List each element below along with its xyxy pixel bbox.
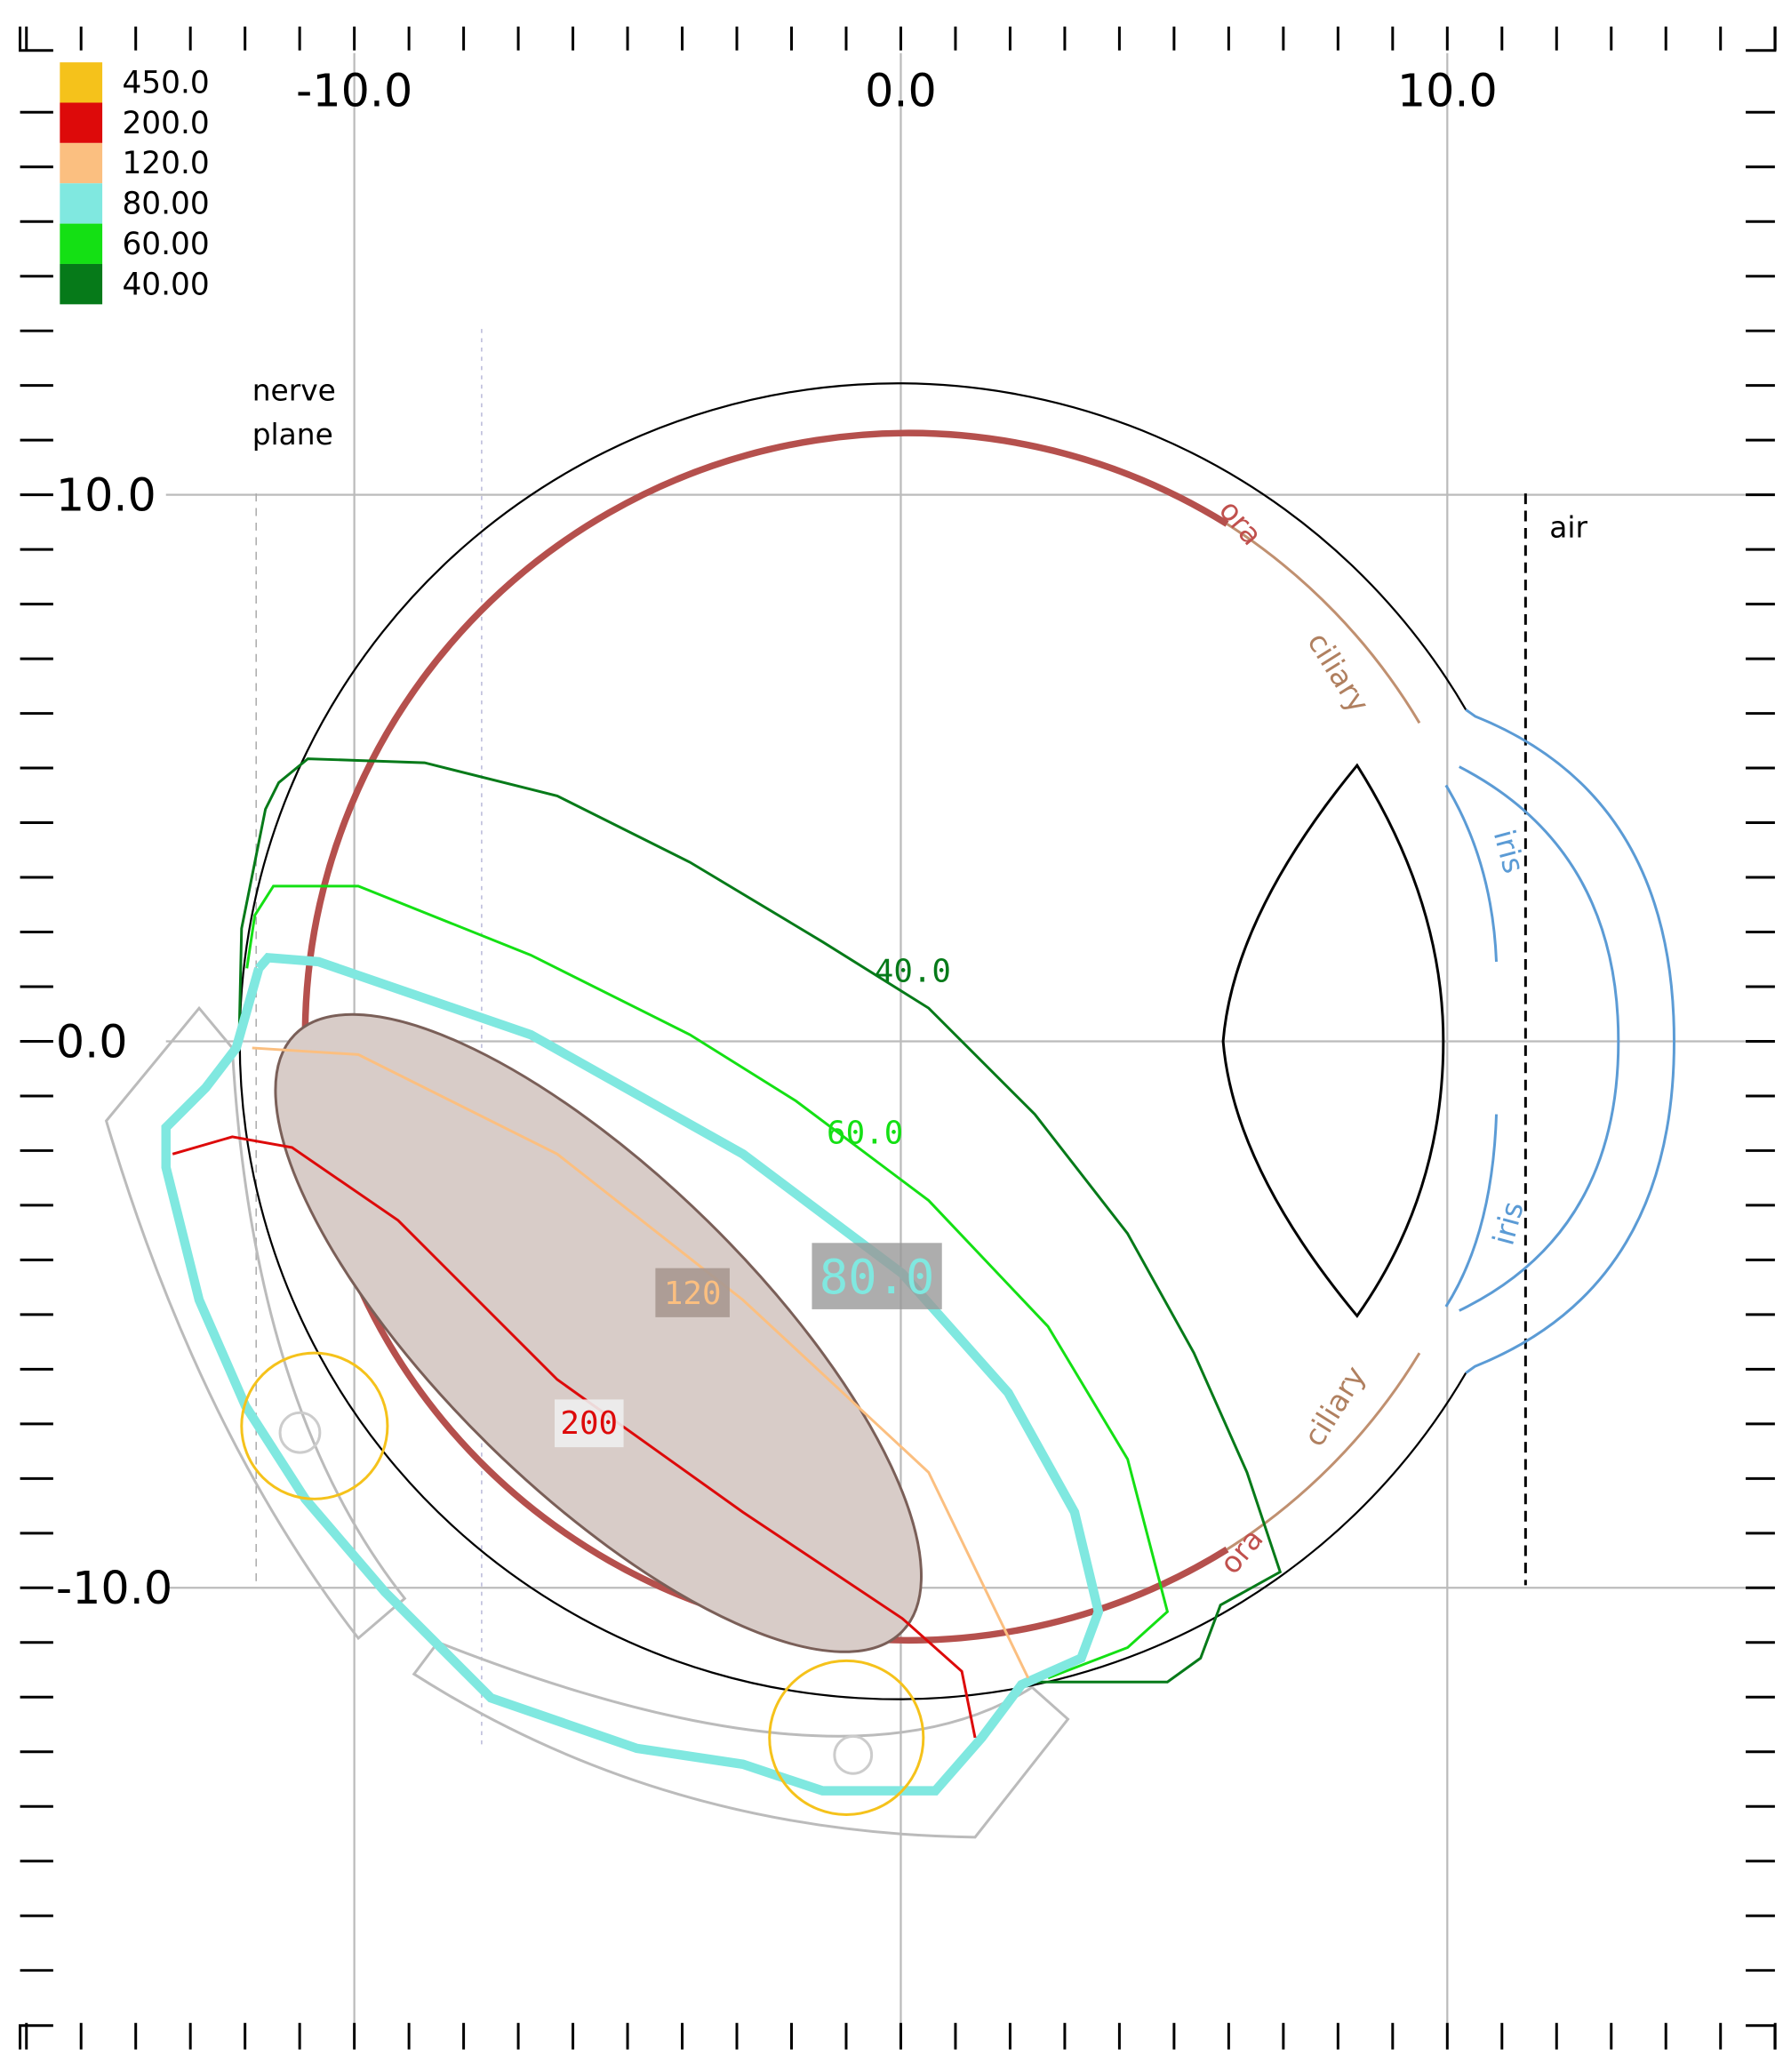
contour-450 xyxy=(240,1351,389,1500)
legend-label: 80.00 xyxy=(122,187,209,222)
legend-label: 200.0 xyxy=(122,106,209,141)
label-box xyxy=(655,1268,730,1317)
label-box xyxy=(554,1399,624,1448)
lens xyxy=(1221,763,1445,1318)
frame-corner xyxy=(19,2024,53,2050)
legend-label: 450.0 xyxy=(122,65,209,100)
ciliary-body xyxy=(1226,523,1421,724)
annotation: iris xyxy=(1487,826,1531,876)
iris-line xyxy=(1444,784,1499,962)
ciliary-body xyxy=(1226,1352,1421,1551)
contour-40 xyxy=(237,757,1283,1684)
legend-label: 40.00 xyxy=(122,267,209,302)
contour-label: 40.0 xyxy=(875,953,951,989)
annotation: plane xyxy=(252,418,333,452)
contour-450 xyxy=(768,1659,925,1816)
frame-corner xyxy=(19,26,53,52)
contour-80 xyxy=(161,953,1104,1796)
contour-label: 80.0 xyxy=(820,1249,934,1305)
y-tick-label: -10.0 xyxy=(56,1562,172,1614)
x-tick-label: 10.0 xyxy=(1397,64,1498,116)
annotation: ciliary xyxy=(1298,1360,1372,1452)
legend-swatch xyxy=(60,263,103,305)
contour-label: 60.0 xyxy=(827,1115,903,1151)
source xyxy=(278,1411,322,1454)
annotation: air xyxy=(1549,510,1587,544)
contour-200 xyxy=(172,1135,977,1739)
contour-label: 120 xyxy=(664,1276,722,1312)
x-tick-label: 0.0 xyxy=(865,64,937,116)
label-box xyxy=(812,1243,942,1309)
cornea xyxy=(1465,708,1675,1374)
plaque-outline xyxy=(104,1005,407,1641)
legend-swatch xyxy=(60,62,103,103)
contour-label: 200 xyxy=(560,1405,618,1442)
annotation: ora xyxy=(1213,1522,1270,1580)
cornea-inner xyxy=(1459,765,1620,1312)
plaque-outline xyxy=(412,1640,1070,1839)
annotation: ora xyxy=(1212,493,1269,552)
legend-label: 120.0 xyxy=(122,146,209,181)
y-tick-label: 10.0 xyxy=(56,469,156,522)
contour-120 xyxy=(252,1046,1030,1679)
iris-line xyxy=(1444,1114,1499,1308)
legend-label: 60.00 xyxy=(122,227,209,262)
x-tick-label: -10.0 xyxy=(296,64,412,116)
frame-corner xyxy=(1746,26,1777,52)
annotation: nerve xyxy=(252,374,336,408)
frame-corner xyxy=(1746,2024,1777,2050)
legend-swatch xyxy=(60,102,103,143)
tumor xyxy=(274,1012,923,1653)
legend-swatch xyxy=(60,183,103,224)
source xyxy=(833,1734,874,1775)
annotation: ciliary xyxy=(1300,627,1375,719)
contour-60 xyxy=(245,884,1170,1680)
legend-swatch xyxy=(60,223,103,264)
y-tick-label: 0.0 xyxy=(56,1015,128,1068)
legend-swatch xyxy=(60,142,103,184)
annotation: iris xyxy=(1486,1198,1530,1249)
